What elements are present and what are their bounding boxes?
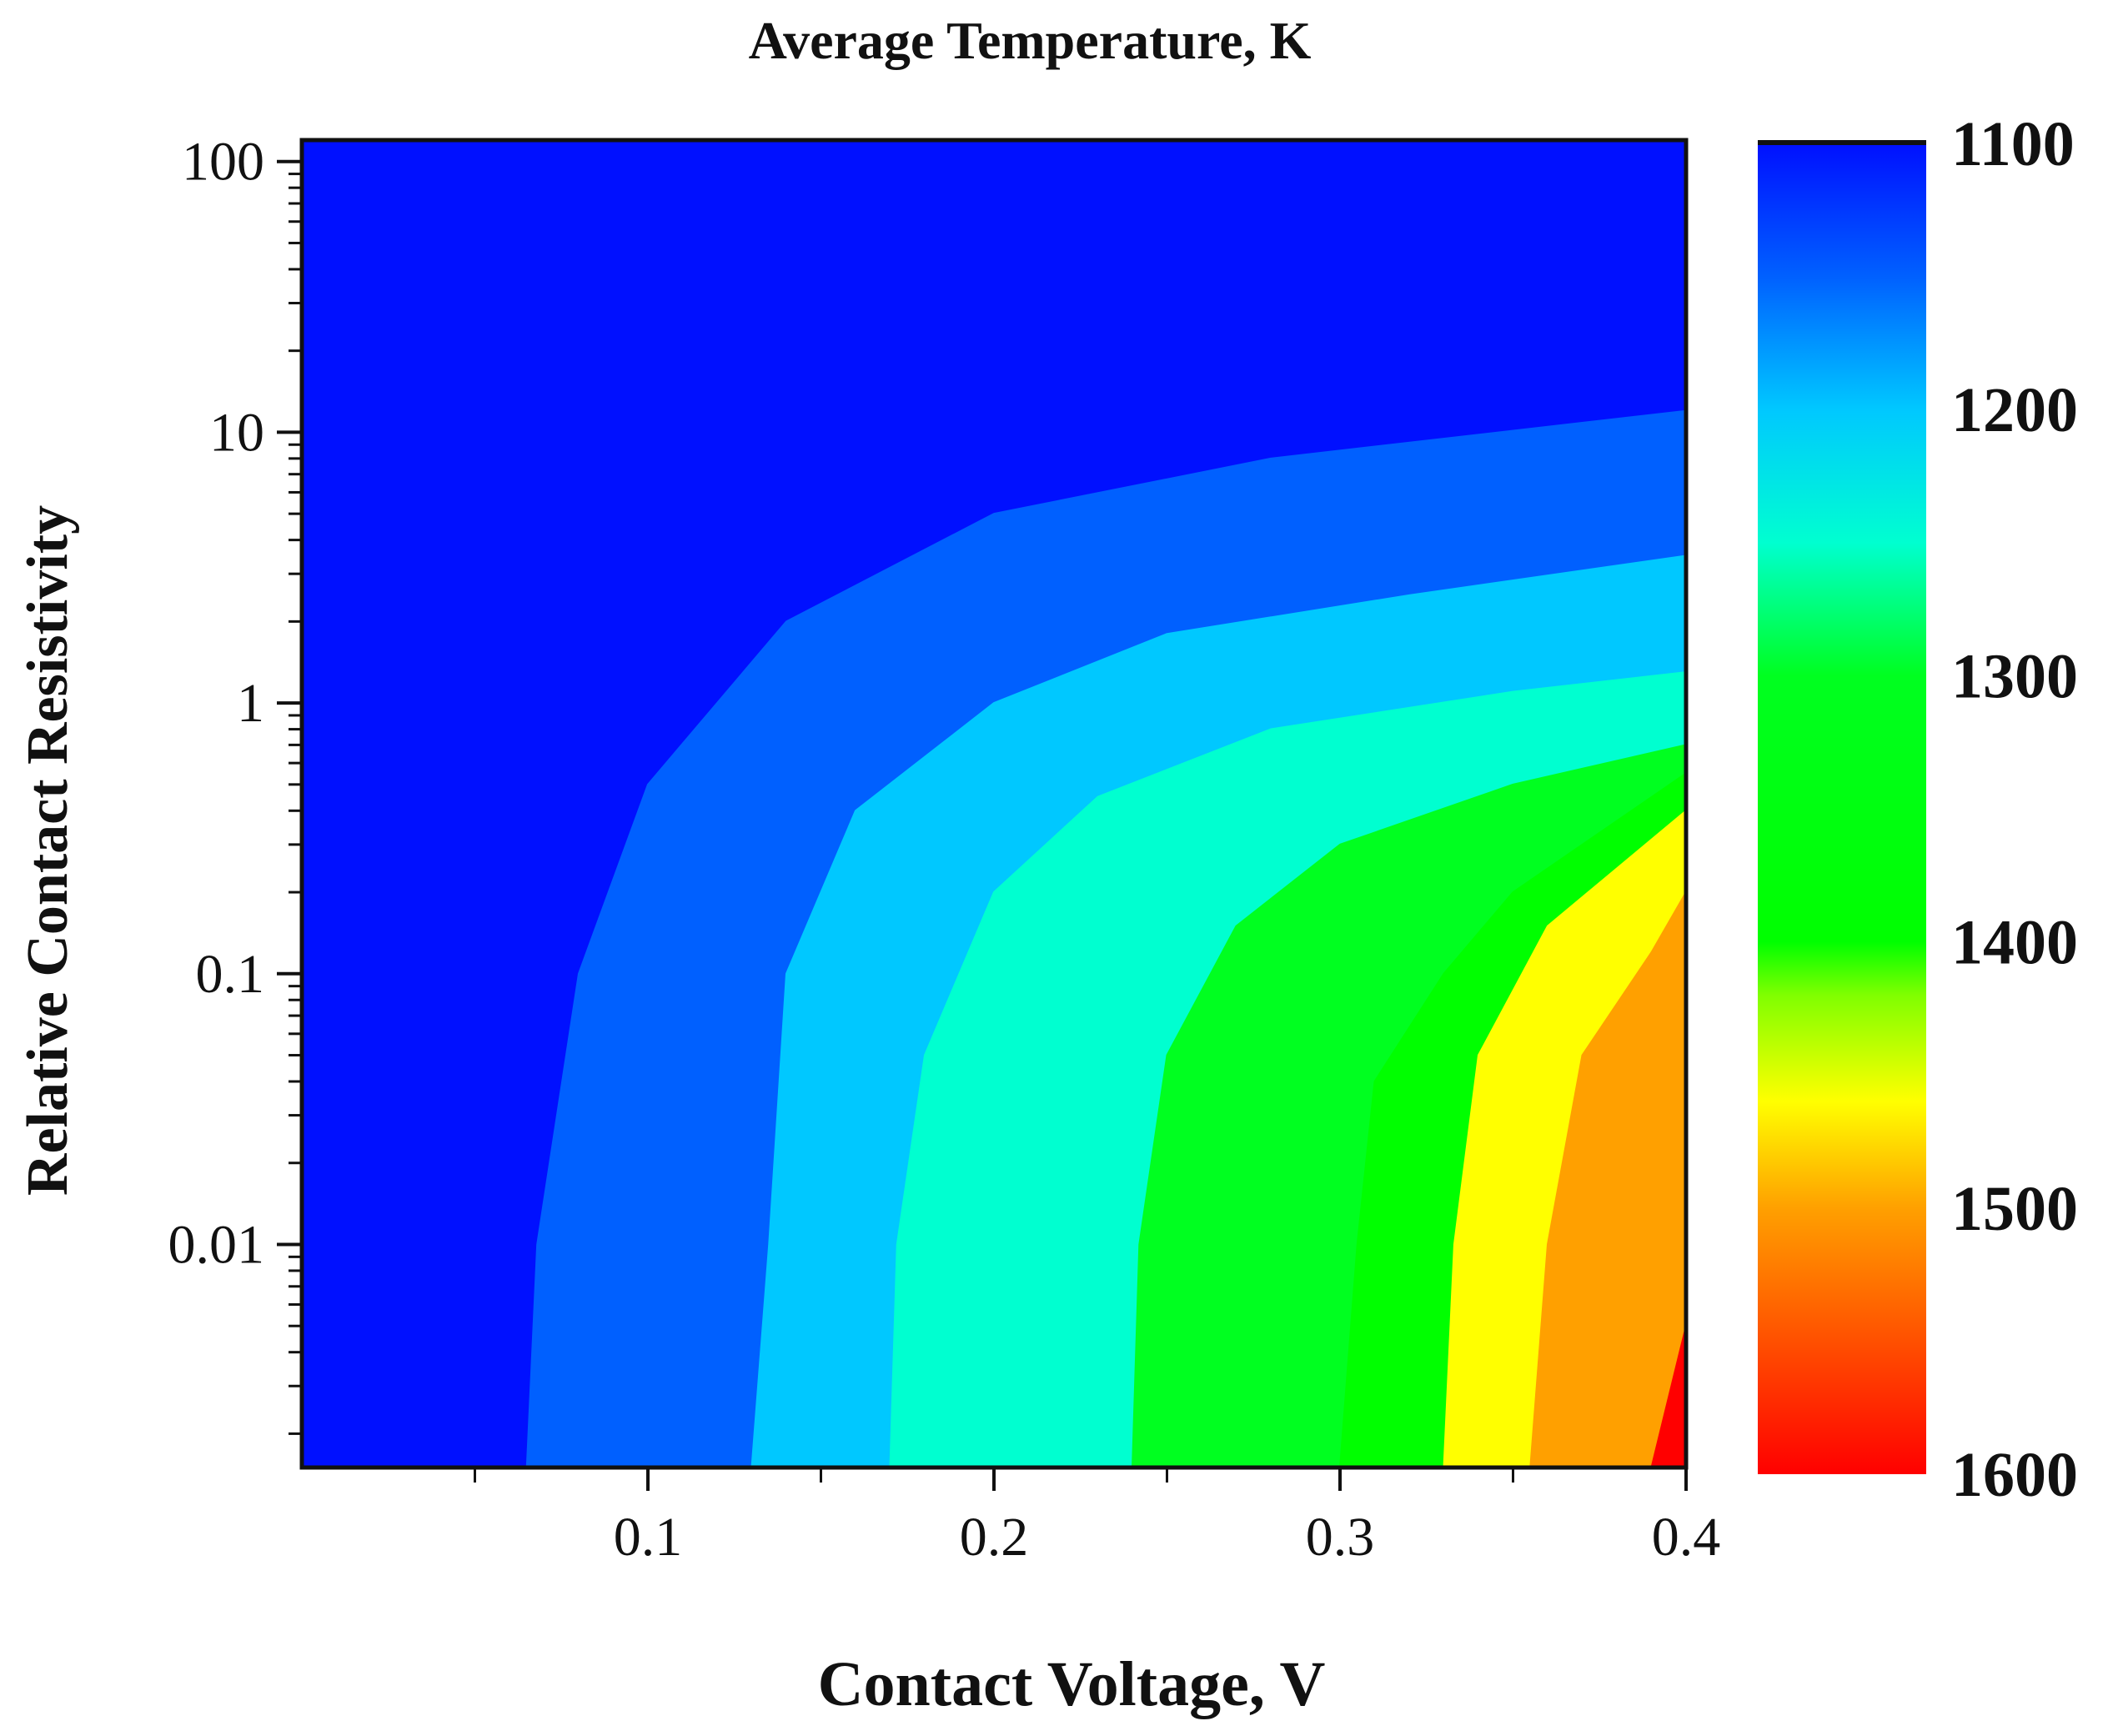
colorbar-tick-label: 1300 [1951,641,2078,711]
colorbar-tick-label: 1100 [1951,109,2075,179]
x-axis-label: Contact Voltage, V [818,1649,1326,1719]
x-tick-label: 0.2 [960,1507,1029,1568]
colorbar-top-edge [1758,140,1926,145]
colorbar-tick-label: 1500 [1951,1174,2078,1244]
x-tick-label: 0.4 [1652,1507,1721,1568]
colorbar-tick-label: 1600 [1951,1440,2078,1510]
y-tick-label: 10 [209,402,264,463]
x-tick-label: 0.3 [1306,1507,1375,1568]
colorbar-ticks: 1100 1200 1300 1400 1500 1600 [1951,109,2078,1510]
heatmap-region [1650,1325,1686,1468]
y-tick-label: 100 [182,132,264,193]
chart-title: Average Temperature, K [749,11,1312,70]
y-tick-label: 0.01 [168,1214,265,1275]
x-axis: 0.1 0.2 0.3 0.4 [474,1468,1721,1568]
y-tick-label: 1 [237,673,264,734]
colorbar-tick-label: 1200 [1951,375,2078,445]
heatmap-surface [302,140,1686,1468]
y-axis: 100 10 1 0.1 0.01 [168,132,302,1435]
y-axis-label: Relative Contact Resistivity [16,505,80,1196]
y-tick-label: 0.1 [196,944,265,1005]
colorbar [1758,143,1926,1474]
x-tick-label: 0.1 [614,1507,683,1568]
colorbar-tick-label: 1400 [1951,908,2078,978]
heatmap-region [1529,891,1686,1468]
